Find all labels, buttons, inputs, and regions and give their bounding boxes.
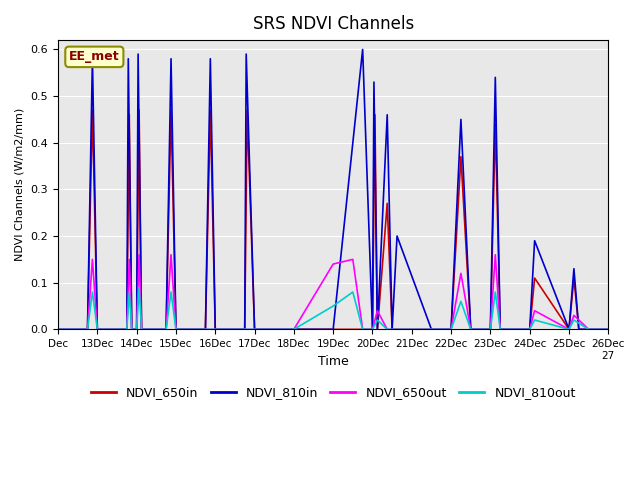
Title: SRS NDVI Channels: SRS NDVI Channels [253,15,414,33]
X-axis label: Time: Time [318,355,349,368]
Y-axis label: NDVI Channels (W/m2/mm): NDVI Channels (W/m2/mm) [15,108,25,262]
Text: EE_met: EE_met [69,50,120,63]
Legend: NDVI_650in, NDVI_810in, NDVI_650out, NDVI_810out: NDVI_650in, NDVI_810in, NDVI_650out, NDV… [86,381,580,404]
Text: 27: 27 [602,351,615,361]
